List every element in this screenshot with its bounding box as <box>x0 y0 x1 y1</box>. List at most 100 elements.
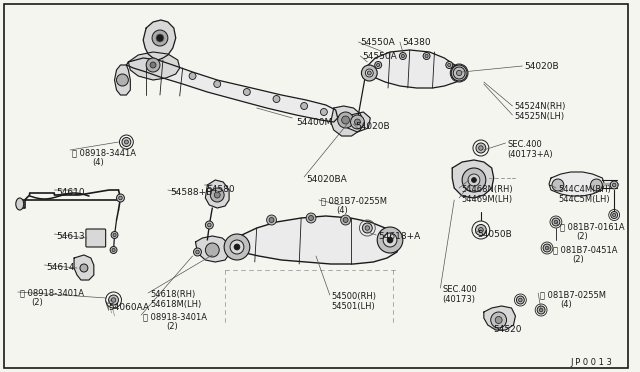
Circle shape <box>321 109 327 115</box>
Circle shape <box>472 177 476 183</box>
Circle shape <box>476 143 486 153</box>
Text: Ⓑ 081B7-0161A: Ⓑ 081B7-0161A <box>560 222 625 231</box>
Text: 54614: 54614 <box>47 263 75 272</box>
Polygon shape <box>365 50 462 88</box>
Text: 54469M(LH): 54469M(LH) <box>461 195 512 204</box>
Circle shape <box>401 54 404 58</box>
Polygon shape <box>129 52 180 80</box>
Circle shape <box>273 96 280 103</box>
Polygon shape <box>331 106 364 136</box>
Circle shape <box>612 214 616 217</box>
Text: (2): (2) <box>573 255 584 264</box>
Circle shape <box>479 146 483 150</box>
Text: (40173): (40173) <box>442 295 476 304</box>
Polygon shape <box>452 160 493 198</box>
Circle shape <box>476 224 486 235</box>
Circle shape <box>205 221 213 229</box>
Circle shape <box>306 213 316 223</box>
Text: SEC.400: SEC.400 <box>442 285 477 294</box>
Circle shape <box>112 248 115 251</box>
Text: 544C4M(RH): 544C4M(RH) <box>558 185 611 194</box>
Circle shape <box>224 234 250 260</box>
Text: 54500(RH): 54500(RH) <box>332 292 377 301</box>
Circle shape <box>243 89 250 96</box>
Polygon shape <box>484 306 515 330</box>
Circle shape <box>552 218 560 226</box>
Circle shape <box>234 244 240 250</box>
Circle shape <box>491 312 506 328</box>
Circle shape <box>516 296 524 304</box>
Circle shape <box>267 215 276 225</box>
Circle shape <box>495 317 502 324</box>
Circle shape <box>211 188 224 202</box>
Text: 54610: 54610 <box>56 188 85 197</box>
Text: (40173+A): (40173+A) <box>508 150 553 159</box>
Text: 54050B: 54050B <box>477 230 511 239</box>
Text: 54588+B: 54588+B <box>170 188 212 197</box>
Circle shape <box>193 248 202 256</box>
Circle shape <box>156 34 164 42</box>
Text: 54618M(LH): 54618M(LH) <box>150 300 202 309</box>
Circle shape <box>543 244 551 252</box>
Text: SEC.400: SEC.400 <box>508 140 542 149</box>
Circle shape <box>591 179 602 191</box>
Circle shape <box>109 295 118 305</box>
Circle shape <box>545 246 549 250</box>
Circle shape <box>540 308 543 312</box>
Circle shape <box>205 243 220 257</box>
Circle shape <box>462 168 486 192</box>
Circle shape <box>301 103 308 109</box>
Circle shape <box>196 250 199 254</box>
Circle shape <box>425 54 428 58</box>
Text: 54580: 54580 <box>206 185 235 194</box>
Circle shape <box>365 69 373 77</box>
Text: 54550A: 54550A <box>360 38 395 47</box>
Text: 54468N(RH): 54468N(RH) <box>461 185 513 194</box>
Circle shape <box>351 115 364 129</box>
Circle shape <box>146 58 160 72</box>
Circle shape <box>611 212 618 218</box>
Circle shape <box>214 192 220 198</box>
Circle shape <box>375 61 381 68</box>
Circle shape <box>362 65 377 81</box>
Text: 54400M: 54400M <box>296 118 332 127</box>
Circle shape <box>453 67 465 79</box>
Text: 54020B: 54020B <box>524 62 559 71</box>
Text: 54020B: 54020B <box>355 122 390 131</box>
Circle shape <box>365 226 369 230</box>
Circle shape <box>376 63 380 67</box>
Text: 54613: 54613 <box>56 232 85 241</box>
Circle shape <box>362 223 372 233</box>
Polygon shape <box>143 20 176 60</box>
Circle shape <box>207 223 211 227</box>
Circle shape <box>455 69 463 77</box>
Text: 54550A: 54550A <box>362 52 397 61</box>
Circle shape <box>338 112 353 128</box>
Circle shape <box>554 220 557 224</box>
Circle shape <box>118 196 122 200</box>
Circle shape <box>552 179 564 191</box>
Text: 54618(RH): 54618(RH) <box>150 290 195 299</box>
Circle shape <box>451 65 467 81</box>
Circle shape <box>537 306 545 314</box>
Text: ⓓ 08918-3401A: ⓓ 08918-3401A <box>20 288 84 297</box>
Circle shape <box>383 233 397 247</box>
Text: Ⓑ 081B7-0255M: Ⓑ 081B7-0255M <box>321 196 387 205</box>
Text: (4): (4) <box>560 300 572 309</box>
Circle shape <box>367 71 371 75</box>
Text: 54525N(LH): 54525N(LH) <box>515 112 564 121</box>
Circle shape <box>612 183 616 187</box>
Text: 54520: 54520 <box>493 325 522 334</box>
Text: Ⓑ 081B7-0451A: Ⓑ 081B7-0451A <box>553 245 618 254</box>
Text: (2): (2) <box>31 298 44 307</box>
Circle shape <box>308 215 314 221</box>
Text: Ⓑ 081B7-0255M: Ⓑ 081B7-0255M <box>540 290 606 299</box>
Circle shape <box>269 218 274 222</box>
Circle shape <box>340 215 351 225</box>
Circle shape <box>214 80 221 87</box>
Polygon shape <box>549 172 604 196</box>
Circle shape <box>113 233 116 237</box>
Polygon shape <box>227 216 400 264</box>
Circle shape <box>150 62 156 68</box>
Circle shape <box>448 63 451 67</box>
